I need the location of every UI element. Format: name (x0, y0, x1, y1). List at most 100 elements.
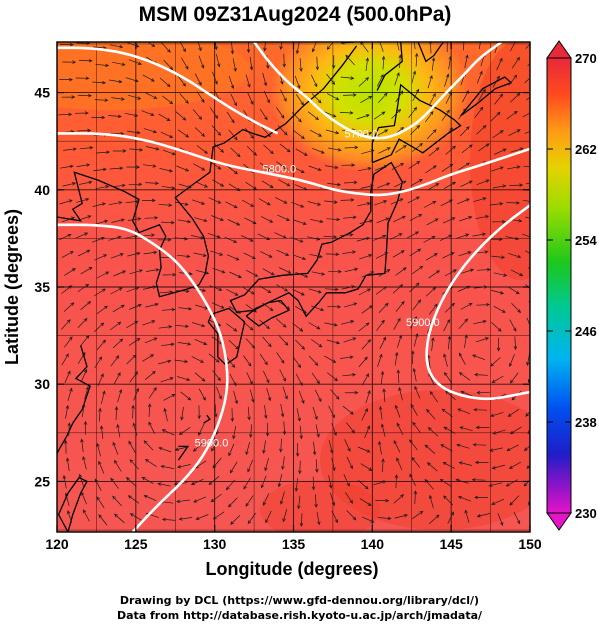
wind-arrow (245, 338, 256, 349)
wind-arrow (394, 180, 407, 188)
wind-arrow (375, 252, 389, 259)
wind-arrow (143, 250, 158, 255)
wind-arrow (112, 149, 127, 153)
y-tick-label: 30 (34, 376, 50, 392)
wind-arrow (194, 127, 206, 137)
wind-arrow (63, 439, 68, 454)
wind-arrow (457, 408, 471, 415)
wind-arrow (276, 107, 285, 119)
wind-arrow (129, 148, 144, 152)
wind-arrow (326, 42, 334, 50)
wind-arrow (424, 444, 436, 454)
wind-arrow (299, 513, 304, 527)
wind-arrow (175, 111, 187, 121)
wind-arrow (327, 182, 342, 187)
wind-arrow (210, 215, 224, 221)
wind-arrow (246, 372, 253, 385)
wind-arrow (113, 372, 121, 385)
wind-arrow (213, 143, 225, 153)
wind-arrow (98, 407, 102, 422)
wind-arrow (212, 267, 226, 274)
wind-arrow (443, 495, 454, 506)
wind-arrow (178, 307, 193, 311)
wind-arrow (394, 351, 399, 366)
y-axis: 25 30 35 40 45 (34, 85, 530, 489)
wind-arrow (63, 302, 75, 312)
wind-arrow (391, 108, 402, 119)
wind-arrow (278, 301, 291, 310)
wind-arrow (97, 373, 104, 387)
wind-arrow (447, 511, 454, 524)
wind-arrow (478, 143, 490, 152)
wind-arrow (491, 498, 505, 505)
wind-arrow (194, 73, 202, 86)
wind-arrow (247, 92, 254, 105)
wind-arrow (460, 180, 473, 188)
wind-arrow (96, 339, 107, 351)
wind-arrow (395, 145, 407, 153)
wind-arrow (163, 394, 176, 401)
wind-arrow (408, 161, 421, 169)
wind-arrow (163, 407, 168, 422)
wind-arrow (311, 147, 325, 154)
wind-arrow (129, 513, 142, 521)
wind-arrow (425, 111, 434, 123)
wind-arrow (263, 90, 270, 104)
wind-arrow (525, 410, 530, 417)
wind-arrow (176, 254, 191, 259)
wind-arrow (444, 302, 455, 313)
wind-arrow (99, 425, 104, 439)
wind-arrow (508, 252, 522, 259)
wind-arrow (346, 422, 355, 434)
wind-arrow (275, 318, 287, 328)
wind-arrow (396, 42, 400, 51)
wind-arrow (356, 236, 371, 242)
wind-arrow (513, 511, 521, 525)
wind-arrow (278, 267, 292, 274)
wind-arrow (506, 201, 521, 205)
wind-arrow (410, 316, 417, 329)
wind-arrow (161, 517, 176, 522)
coastline (57, 345, 91, 455)
wind-arrow (296, 408, 301, 422)
wind-arrow (331, 457, 336, 472)
coastline (57, 171, 200, 298)
wind-arrow (174, 237, 189, 241)
wind-arrow (193, 252, 207, 257)
wind-arrow (196, 91, 205, 103)
wind-arrow (196, 145, 208, 154)
wind-arrow (377, 516, 392, 521)
wind-arrow (376, 73, 384, 87)
wind-arrow (177, 75, 186, 87)
wind-arrow (324, 322, 338, 327)
wind-arrow (192, 442, 204, 452)
wind-arrow (113, 513, 125, 524)
wind-arrow (177, 464, 191, 469)
wind-arrow (142, 354, 155, 362)
wind-arrow (508, 129, 521, 137)
wind-arrow (529, 510, 530, 513)
wind-arrow (425, 165, 437, 174)
wind-arrow (358, 167, 372, 172)
wind-arrow (233, 390, 239, 405)
wind-arrow (262, 370, 270, 384)
wind-vectors (58, 42, 530, 527)
wind-arrow (191, 235, 205, 240)
coastline (203, 414, 211, 424)
wind-arrow (230, 42, 235, 55)
wind-arrow (279, 42, 283, 50)
wind-arrow (226, 111, 235, 124)
wind-arrow (174, 359, 189, 364)
wind-arrow (506, 444, 519, 452)
wind-arrow (391, 163, 405, 170)
wind-arrow (428, 303, 438, 315)
wind-arrow (458, 372, 471, 381)
wind-arrow (242, 287, 255, 295)
wind-arrow (110, 253, 124, 259)
wind-arrow (293, 219, 307, 225)
wind-arrow (228, 340, 240, 350)
wind-arrow (141, 476, 154, 485)
wind-arrow (462, 89, 469, 103)
wind-arrow (425, 286, 437, 297)
